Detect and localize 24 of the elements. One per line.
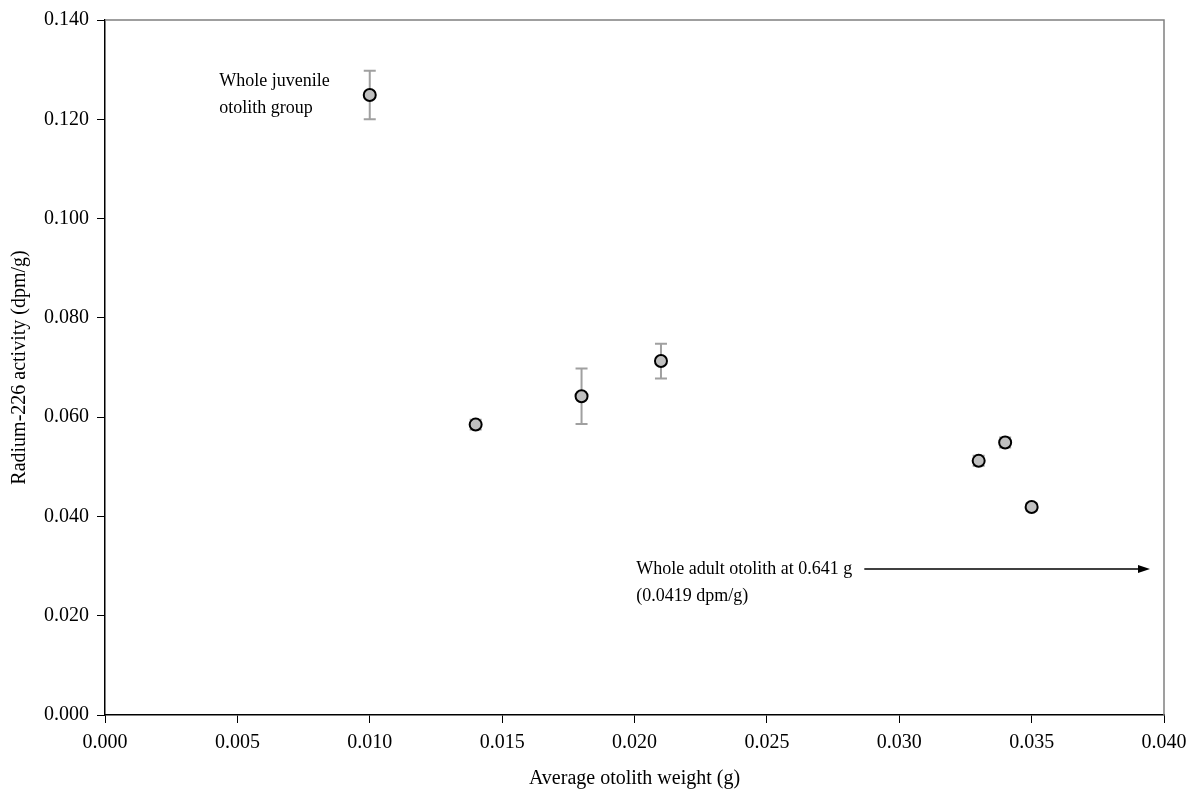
annotation: Whole juvenile otolith group [219, 70, 330, 118]
y-tick-label: 0.060 [44, 404, 89, 427]
x-tick-label: 0.005 [214, 730, 260, 753]
x-tick-label: 0.020 [612, 730, 657, 753]
x-axis-title: Average otolith weight (g) [528, 766, 741, 790]
y-tick-label: 0.040 [44, 503, 89, 526]
y-axis-title: Radium-226 activity (dpm/g) [7, 250, 31, 485]
point [653, 354, 668, 369]
x-tick-label: 0.035 [1009, 730, 1055, 753]
annotation: Whole adult otolith at 0.641 g (0.0419 dpm/g) [636, 557, 853, 606]
x-tick-label: 0.030 [876, 730, 922, 753]
x-tick-label: 0.040 [1141, 730, 1187, 753]
y-tick-label: 0.020 [44, 602, 89, 625]
x-tick-label: 0.010 [347, 730, 393, 753]
y-tick-label: 0.100 [44, 205, 89, 228]
x-tick-label: 0.000 [82, 730, 128, 753]
y-tick-label: 0.000 [44, 702, 89, 725]
y-tick-label: 0.120 [44, 106, 89, 129]
point [362, 87, 377, 102]
y-tick-label: 0.140 [44, 7, 89, 30]
point [574, 389, 589, 404]
x-tick-label: 0.025 [744, 730, 790, 753]
y-tick-label: 0.080 [44, 305, 89, 328]
x-tick-label: 0.015 [479, 730, 525, 753]
